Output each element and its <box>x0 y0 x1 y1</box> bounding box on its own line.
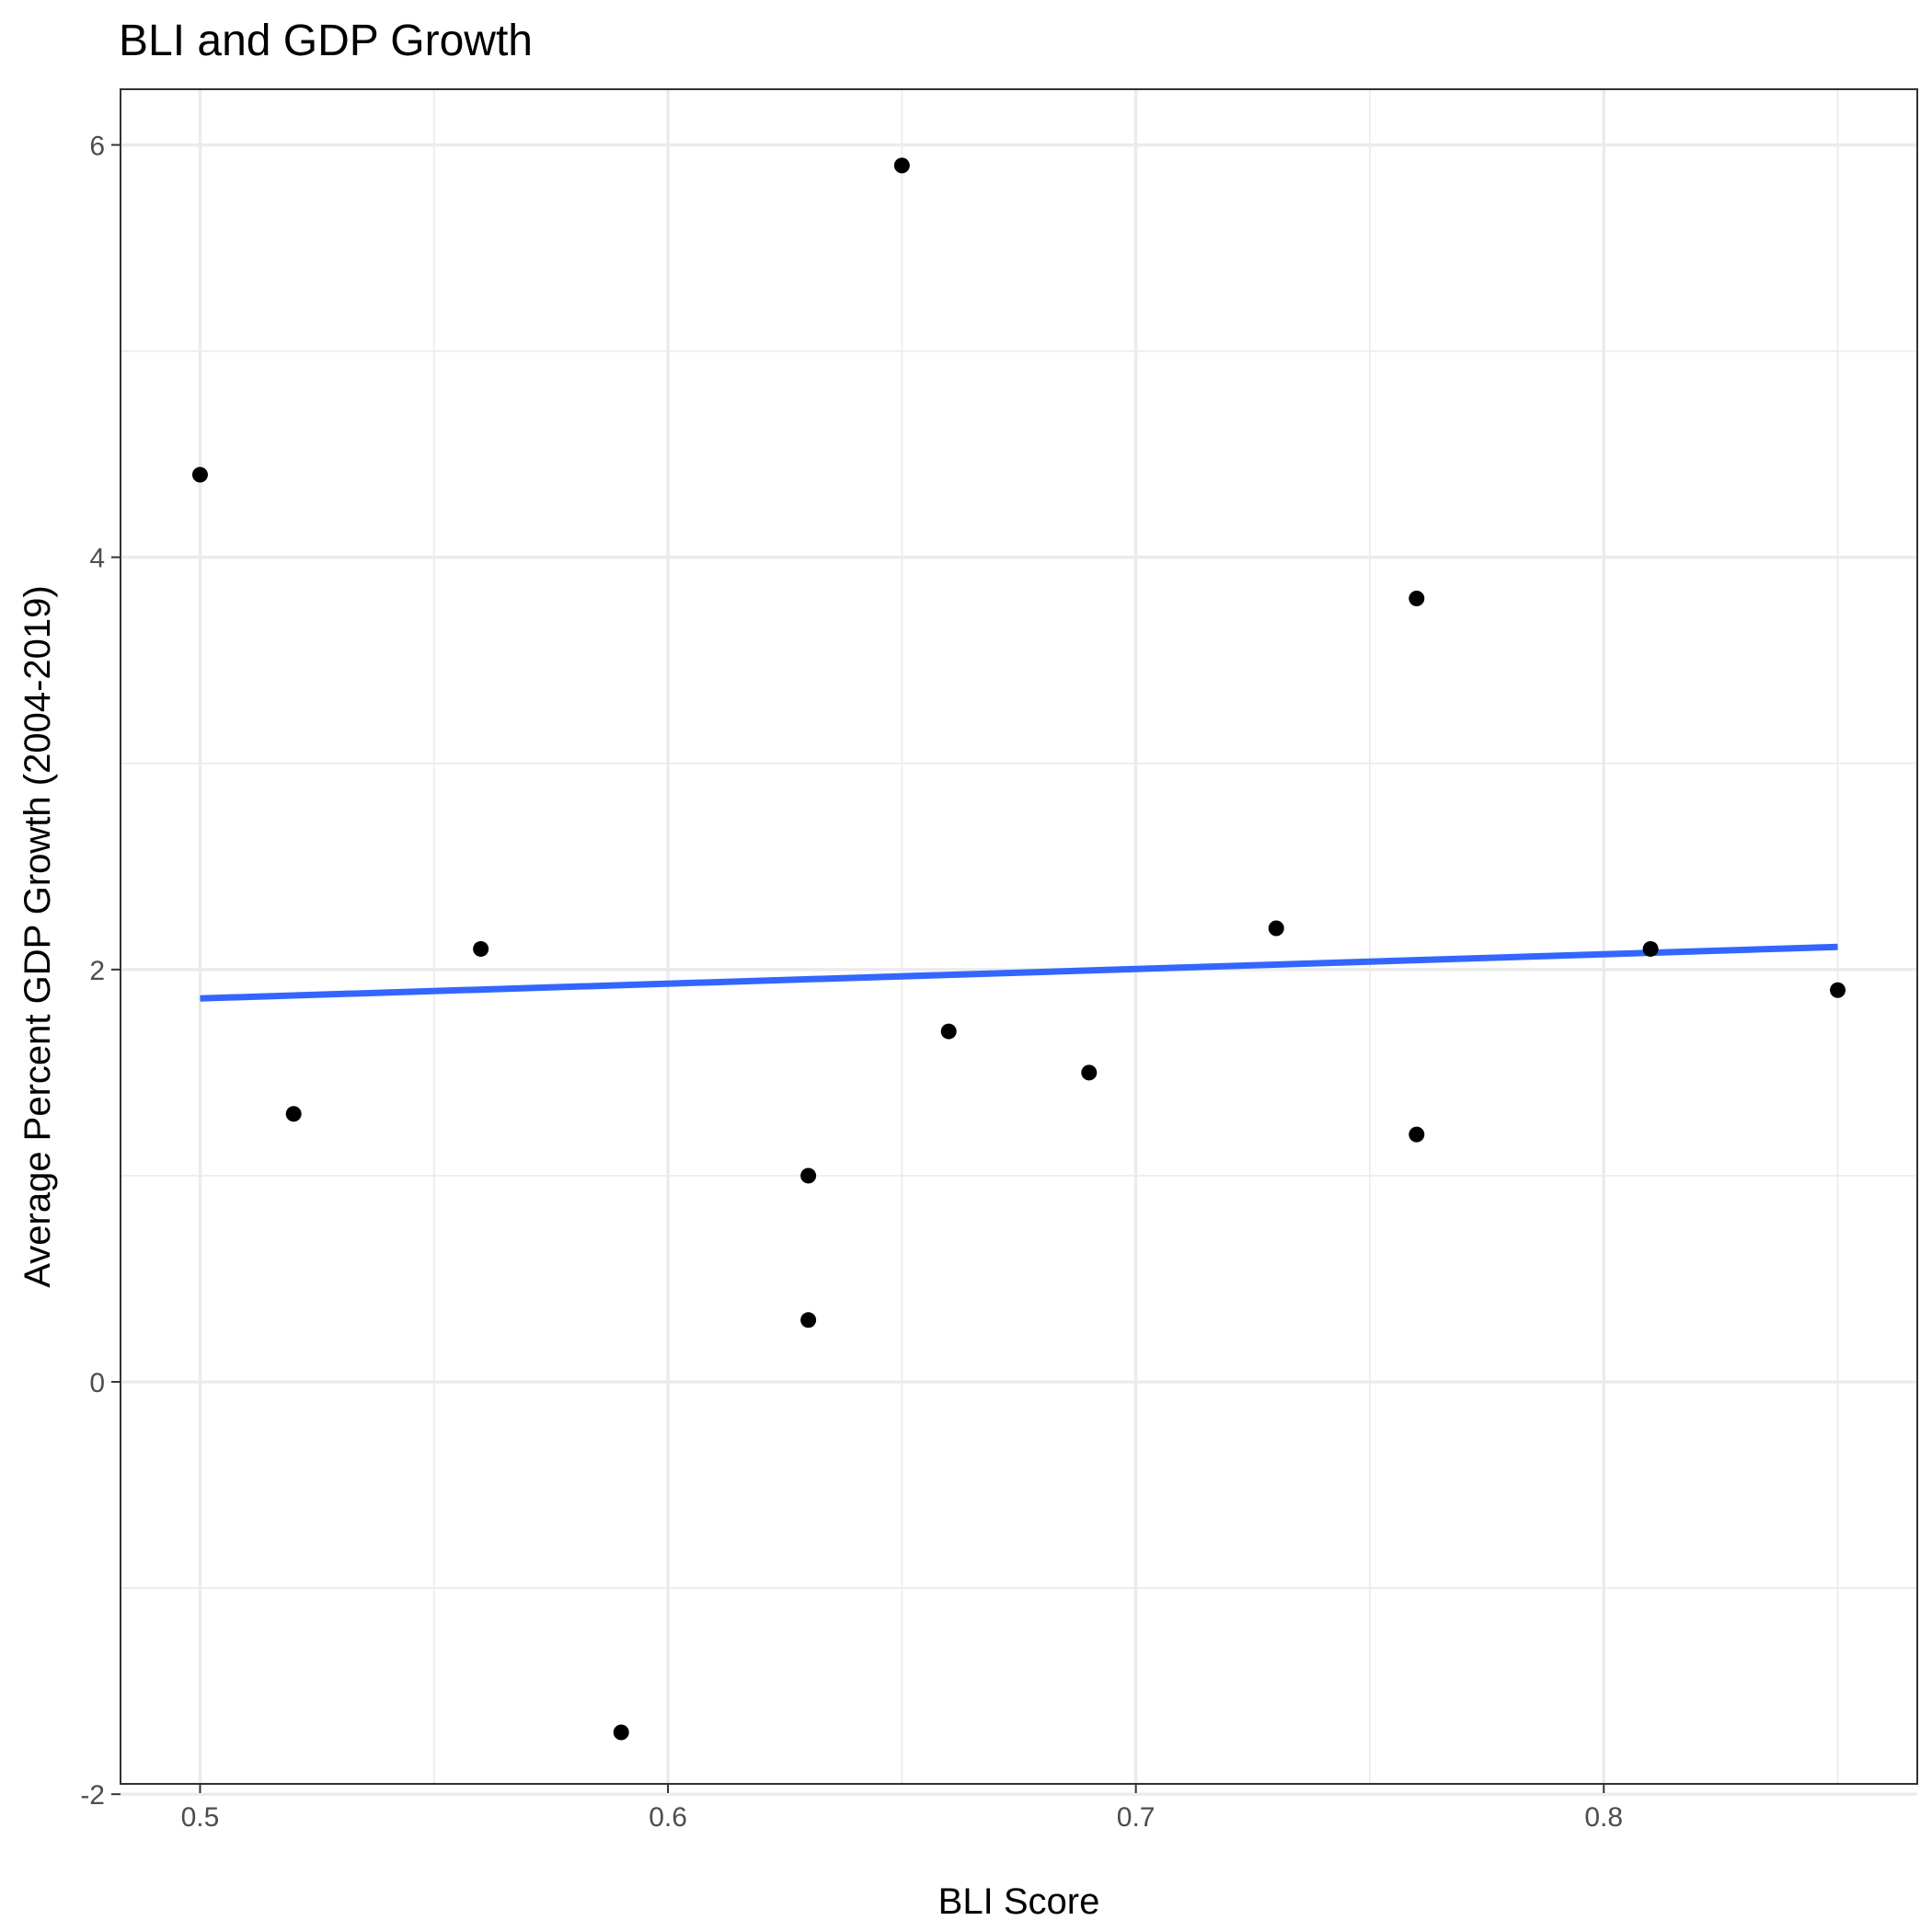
trend-layer <box>200 943 1838 1002</box>
y-tick-label: 6 <box>89 132 105 162</box>
points-layer <box>191 157 1846 1741</box>
data-point <box>893 157 910 174</box>
y-axis-title: Average Percent GDP Growth (2004-2019) <box>17 585 58 1287</box>
data-point <box>1081 1064 1098 1081</box>
data-point <box>1830 982 1846 998</box>
data-point <box>1268 920 1284 937</box>
trend-line <box>200 943 1838 1002</box>
y-tick-label: 2 <box>89 956 105 986</box>
x-axis-title: BLI Score <box>938 1881 1100 1922</box>
data-point <box>191 466 208 483</box>
data-point <box>1409 1126 1425 1143</box>
y-tick-label: 4 <box>89 544 105 574</box>
data-point <box>1409 590 1425 606</box>
data-point <box>800 1312 817 1328</box>
chart-title: BLI and GDP Growth <box>119 17 533 65</box>
x-tick-label: 0.7 <box>1117 1802 1156 1833</box>
data-point <box>613 1724 629 1741</box>
data-point <box>800 1167 817 1184</box>
x-tick-label: 0.8 <box>1584 1802 1623 1833</box>
minor-gridlines <box>121 89 1917 1784</box>
data-point <box>285 1106 302 1122</box>
y-axis: -2 0 2 4 6 <box>80 132 121 1811</box>
y-tick-label: -2 <box>80 1780 105 1811</box>
data-point <box>940 1023 957 1040</box>
x-tick-label: 0.5 <box>181 1802 220 1833</box>
plot-panel-border <box>120 88 1918 1785</box>
data-point <box>473 940 489 957</box>
x-axis: 0.5 0.6 0.7 0.8 <box>181 1784 1623 1833</box>
data-point <box>1642 940 1659 957</box>
x-tick-label: 0.6 <box>649 1802 687 1833</box>
plot-panel <box>121 89 1917 1784</box>
y-tick-label: 0 <box>89 1368 105 1398</box>
